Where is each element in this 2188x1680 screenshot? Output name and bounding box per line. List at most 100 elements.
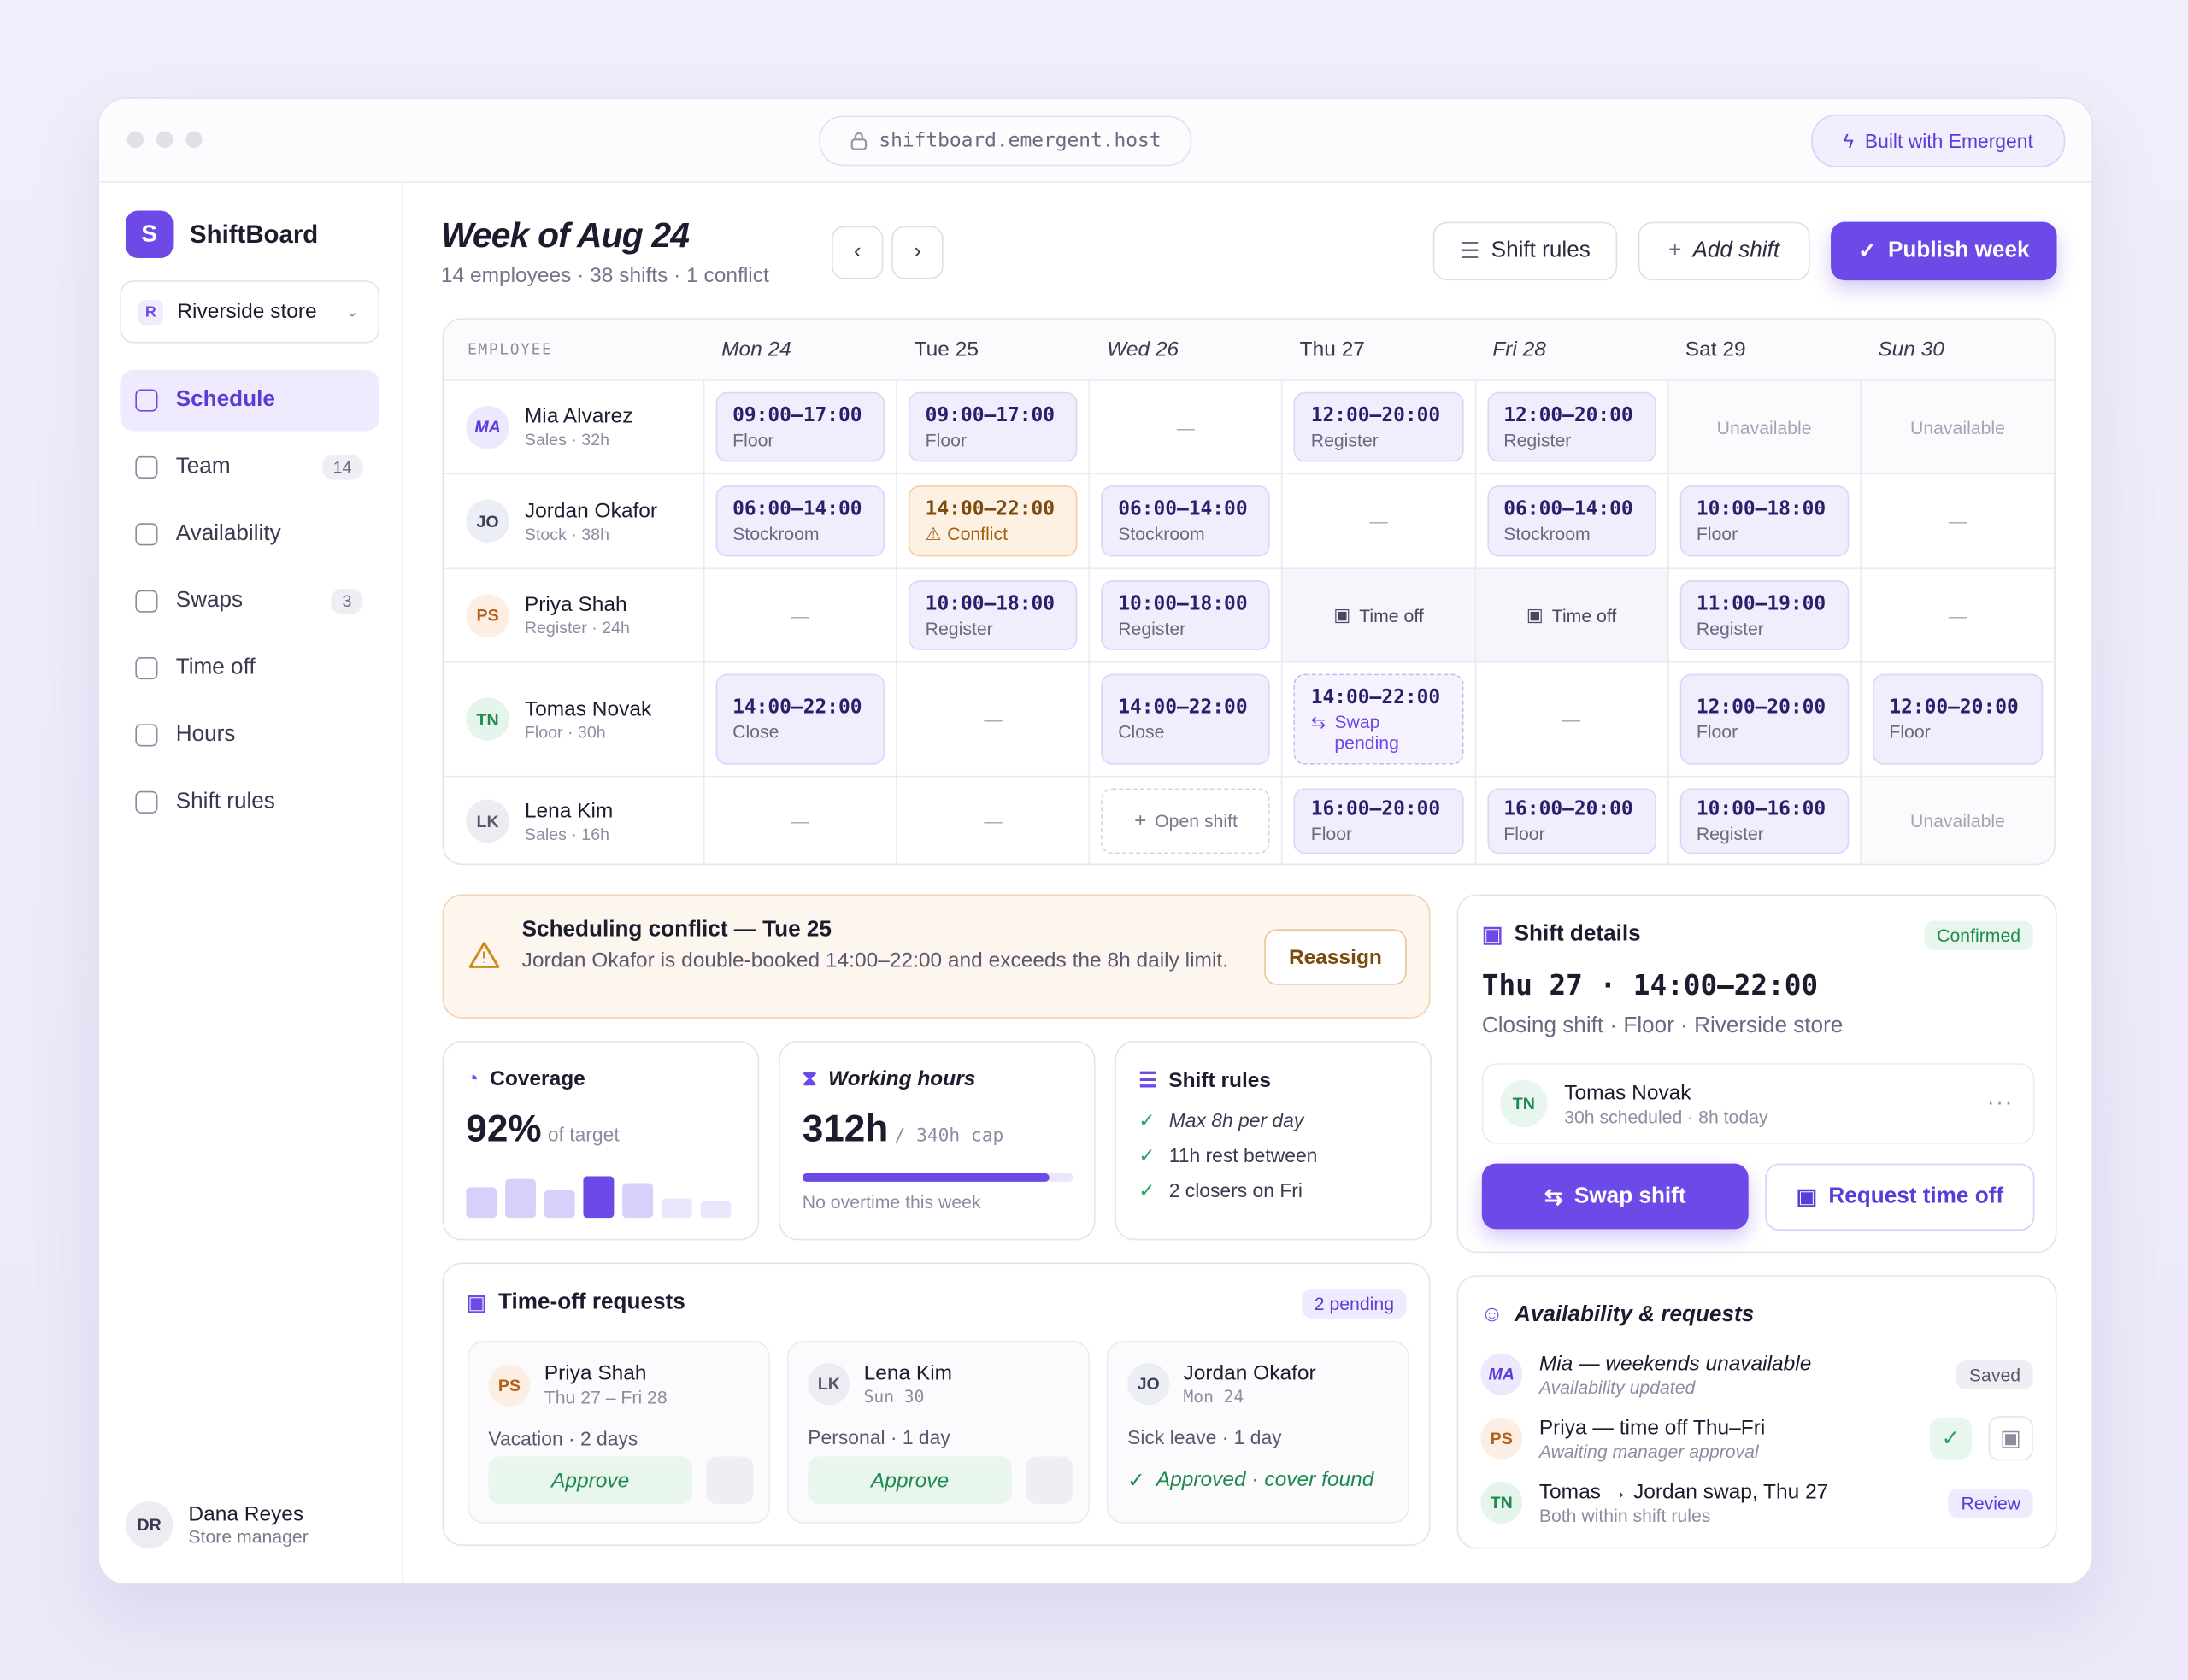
icon: ☰ — [1138, 1068, 1158, 1093]
pending-label: ⇆ Swap pending — [1311, 711, 1447, 753]
shift[interactable]: 14:00–22:00 ⇆ Swap pending — [1294, 673, 1463, 765]
shift-time: 14:00–22:00 — [1310, 685, 1441, 708]
person-row[interactable]: TN Tomas Novak 30h scheduled · 8h today ·… — [1481, 1063, 2035, 1144]
shift[interactable]: 14:00–22:00 Close — [715, 673, 885, 765]
availability-item: PS Priya — time off Thu–Fri Awaiting manag… — [1480, 1411, 2033, 1466]
time-off-title: Time-off requests — [498, 1290, 685, 1314]
shift[interactable]: 12:00–20:00 Register — [1294, 391, 1463, 462]
nav-item[interactable]: Availability — [120, 503, 379, 565]
day-cell: 12:00–20:00 Floor — [1861, 663, 2055, 778]
time-off-label: Time off — [1551, 604, 1617, 626]
availability-title: Tomas → Jordan swap, Thu 27 — [1538, 1479, 1829, 1504]
shift[interactable]: 06:00–14:00 Stockroom — [1101, 485, 1271, 557]
nav-item[interactable]: Team 14 — [120, 437, 379, 498]
hours-value: 312h — [802, 1107, 889, 1150]
shift[interactable]: 12:00–20:00 Floor — [1872, 673, 2044, 765]
person-text: Tomas Novak 30h scheduled · 8h today — [1564, 1080, 1767, 1126]
shift[interactable]: 10:00–18:00 Register — [1101, 580, 1271, 650]
request-off-button[interactable]: ▣ Request time off — [1765, 1163, 2035, 1231]
shift-time: 06:00–14:00 — [1118, 497, 1248, 520]
approve-button[interactable]: Approve — [488, 1456, 692, 1504]
empty-mark: — — [984, 810, 1003, 832]
shift-role: Floor — [1503, 823, 1545, 844]
shift-role: Floor — [1310, 823, 1353, 844]
shift-rules-button[interactable]: ☰ Shift rules — [1432, 221, 1618, 281]
employee-name: Jordan Okafor — [524, 498, 658, 523]
nav-item[interactable]: Hours — [120, 704, 379, 766]
nav-item[interactable]: Shift rules — [120, 772, 379, 833]
swap-button[interactable]: ⇆ Swap shift — [1481, 1163, 1749, 1230]
hours-card: ⧗ Working hours 312h / 340h cap No overti… — [779, 1040, 1096, 1241]
availability-tag[interactable]: Review — [1948, 1488, 2033, 1518]
avatar: PS — [1480, 1417, 1523, 1460]
unavailable-label: Unavailable — [1909, 810, 2005, 832]
day-cell: Unavailable — [1861, 777, 2055, 864]
calendar-button[interactable] — [706, 1456, 754, 1504]
shift[interactable]: 10:00–18:00 Register — [909, 580, 1078, 650]
nav-item[interactable]: Schedule — [120, 369, 380, 432]
warning-icon — [468, 942, 500, 968]
approve-button[interactable]: Approve — [808, 1456, 1012, 1504]
shift[interactable]: 14:00–22:00 Close — [1101, 673, 1271, 765]
day-cell: 06:00–14:00 Stockroom — [1090, 474, 1284, 570]
shift-time: 14:00–22:00 — [732, 696, 862, 719]
shift[interactable]: 16:00–20:00 Floor — [1294, 788, 1463, 855]
request-head: PS Priya Shah Thu 27 – Fri 28 — [488, 1361, 749, 1407]
details-title-row: ▣ Shift details — [1482, 921, 2032, 949]
request-card: LK Lena Kim Sun 30 Personal · 1 day Approve — [786, 1340, 1091, 1524]
shift-time: 12:00–20:00 — [1696, 696, 1826, 719]
user-text: Dana Reyes Store manager — [188, 1502, 308, 1547]
shift[interactable]: 09:00–17:00 Floor — [715, 391, 885, 462]
availability-sub: Both within shift rules — [1538, 1504, 1711, 1526]
shift[interactable]: 10:00–16:00 Register — [1679, 788, 1850, 855]
built-badge[interactable]: ϟ Built with Emergent — [1811, 114, 2066, 167]
shift[interactable]: 11:00–19:00 Register — [1679, 580, 1850, 650]
calendar-icon: ▣ — [1526, 603, 1544, 626]
next-week[interactable]: › — [891, 226, 944, 279]
reassign-button[interactable]: Reassign — [1264, 929, 1407, 985]
shift[interactable]: 16:00–20:00 Floor — [1486, 788, 1656, 855]
add-shift-button[interactable]: + Add shift — [1638, 221, 1810, 281]
prev-week[interactable]: ‹ — [832, 226, 884, 279]
coverage-title: Coverage — [490, 1066, 585, 1091]
request-text: Priya Shah Thu 27 – Fri 28 — [544, 1361, 668, 1407]
browser-bar: shiftboard.emergent.host ϟ Built with Eme… — [98, 98, 2092, 183]
day-cell: ▣ Time off — [1475, 569, 1669, 663]
day-cell: — — [704, 777, 898, 864]
calendar-button[interactable] — [1025, 1456, 1073, 1504]
shift[interactable]: 12:00–20:00 Register — [1486, 391, 1656, 462]
url-bar[interactable]: shiftboard.emergent.host — [819, 115, 1192, 167]
shift[interactable]: 10:00–18:00 Floor — [1679, 485, 1850, 557]
more-menu[interactable]: ··· — [1986, 1090, 2014, 1115]
open-shift[interactable]: + Open shift — [1101, 788, 1271, 855]
nav-item[interactable]: Swaps 3 — [120, 571, 379, 632]
availability-title: Availability & requests — [1514, 1302, 1755, 1327]
shift[interactable]: 12:00–20:00 Floor — [1679, 673, 1850, 765]
avatar: TN — [1480, 1481, 1523, 1524]
store-initial: R — [138, 299, 164, 325]
shift[interactable]: 14:00–22:00 ⚠ Conflict — [909, 485, 1078, 557]
day-cell: — — [897, 662, 1091, 778]
store-select[interactable]: R Riverside store ⌄ — [120, 280, 380, 344]
employee-meta: Register · 24h — [524, 618, 630, 638]
shift-time: 14:00–22:00 — [925, 497, 1056, 520]
nav-item[interactable]: Time off — [120, 637, 379, 699]
avatar: PS — [466, 593, 509, 637]
pending-badge: 2 pending — [1302, 1289, 1407, 1319]
day-header: Mon 24 — [704, 319, 898, 381]
check-icon: ✓ — [1138, 1178, 1156, 1201]
publish-button[interactable]: ✓ Publish week — [1831, 221, 2057, 281]
person-name: Tomas Novak — [1564, 1080, 1691, 1105]
user[interactable]: DR Dana Reyes Store manager — [125, 1501, 309, 1549]
page-title: Week of Aug 24 — [440, 216, 690, 256]
shift[interactable]: 06:00–14:00 Stockroom — [1486, 485, 1656, 557]
request-dates: Mon 24 — [1183, 1386, 1244, 1407]
shift[interactable]: 06:00–14:00 Stockroom — [715, 485, 885, 557]
label: Request time off — [1828, 1184, 2004, 1208]
calendar-icon-button[interactable]: ▣ — [1988, 1416, 2033, 1461]
hours-footer: No overtime this week — [802, 1191, 981, 1213]
approve-icon-button[interactable]: ✓ — [1929, 1417, 1972, 1460]
hours-fill — [802, 1173, 1049, 1182]
availability-tag[interactable]: Saved — [1956, 1360, 2033, 1389]
shift[interactable]: 09:00–17:00 Floor — [909, 391, 1078, 462]
